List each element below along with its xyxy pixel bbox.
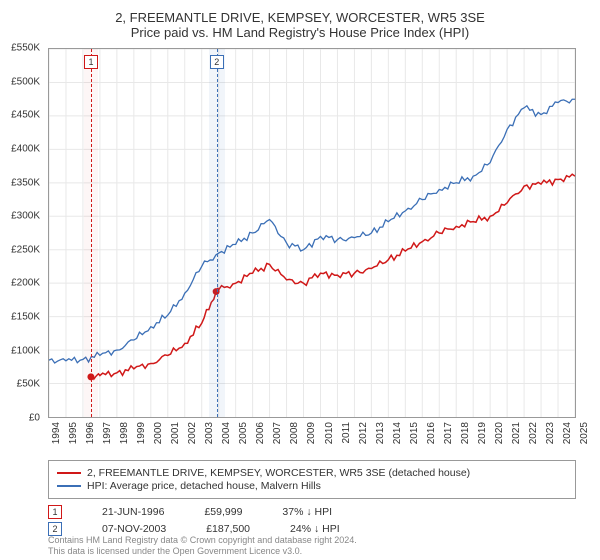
sale-delta-1: 37% ↓ HPI	[282, 506, 332, 518]
x-tick-label: 1994	[51, 422, 62, 444]
y-tick-label: £500K	[11, 76, 40, 87]
x-tick-label: 2009	[306, 422, 317, 444]
footer: Contains HM Land Registry data © Crown c…	[48, 535, 357, 557]
footer-line-1: Contains HM Land Registry data © Crown c…	[48, 535, 357, 546]
sale-date-2: 07-NOV-2003	[102, 523, 166, 535]
y-tick-label: £550K	[11, 43, 40, 54]
sale-vline	[217, 49, 218, 417]
legend-swatch-1	[57, 472, 81, 474]
sale-delta-2: 24% ↓ HPI	[290, 523, 340, 535]
price-chart: 2, FREEMANTLE DRIVE, KEMPSEY, WORCESTER,…	[0, 0, 600, 560]
x-tick-label: 2019	[477, 422, 488, 444]
sale-price-2: £187,500	[206, 523, 250, 535]
chart-title-1: 2, FREEMANTLE DRIVE, KEMPSEY, WORCESTER,…	[0, 10, 600, 25]
y-tick-label: £450K	[11, 110, 40, 121]
legend-swatch-2	[57, 485, 81, 487]
y-tick-label: £0	[29, 413, 40, 424]
x-tick-label: 1996	[85, 422, 96, 444]
x-tick-label: 2022	[528, 422, 539, 444]
sale-marker-2: 2	[48, 522, 62, 536]
x-tick-label: 2016	[426, 422, 437, 444]
y-tick-label: £200K	[11, 278, 40, 289]
sale-row-1: 1 21-JUN-1996 £59,999 37% ↓ HPI	[48, 505, 576, 519]
series-line	[91, 174, 575, 379]
x-tick-label: 2013	[375, 422, 386, 444]
y-tick-label: £400K	[11, 143, 40, 154]
legend-item-1: 2, FREEMANTLE DRIVE, KEMPSEY, WORCESTER,…	[57, 467, 567, 479]
plot-svg	[49, 49, 575, 417]
sale-price-1: £59,999	[204, 506, 242, 518]
y-tick-label: £50K	[17, 379, 40, 390]
x-tick-label: 2010	[324, 422, 335, 444]
chart-title-block: 2, FREEMANTLE DRIVE, KEMPSEY, WORCESTER,…	[0, 0, 600, 40]
sale-marker-1: 1	[48, 505, 62, 519]
legend-label-1: 2, FREEMANTLE DRIVE, KEMPSEY, WORCESTER,…	[87, 467, 470, 479]
x-tick-label: 2008	[289, 422, 300, 444]
x-axis: 1994 1995 1996 1997 1998 1999 2000 2001 2002 2003…	[48, 418, 576, 458]
legend: 2, FREEMANTLE DRIVE, KEMPSEY, WORCESTER,…	[48, 460, 576, 499]
x-tick-label: 2021	[511, 422, 522, 444]
x-tick-label: 2017	[443, 422, 454, 444]
x-tick-label: 2003	[204, 422, 215, 444]
x-tick-label: 2024	[562, 422, 573, 444]
sale-vline	[91, 49, 92, 417]
x-tick-label: 2025	[579, 422, 590, 444]
footer-line-2: This data is licensed under the Open Gov…	[48, 546, 357, 557]
y-tick-label: £250K	[11, 244, 40, 255]
x-tick-label: 1995	[68, 422, 79, 444]
x-tick-label: 2014	[392, 422, 403, 444]
x-tick-label: 1998	[119, 422, 130, 444]
x-tick-label: 2015	[409, 422, 420, 444]
x-tick-label: 1997	[102, 422, 113, 444]
x-tick-label: 2007	[272, 422, 283, 444]
x-tick-label: 2011	[341, 422, 352, 444]
x-tick-label: 2001	[170, 422, 181, 444]
x-tick-label: 2005	[238, 422, 249, 444]
x-tick-label: 2002	[187, 422, 198, 444]
sales-table: 1 21-JUN-1996 £59,999 37% ↓ HPI 2 07-NOV…	[48, 502, 576, 539]
y-tick-label: £350K	[11, 177, 40, 188]
x-tick-label: 2020	[494, 422, 505, 444]
legend-label-2: HPI: Average price, detached house, Malv…	[87, 480, 321, 492]
x-tick-label: 2006	[255, 422, 266, 444]
x-tick-label: 2004	[221, 422, 232, 444]
chart-title-2: Price paid vs. HM Land Registry's House …	[0, 25, 600, 40]
sale-marker-box: 2	[210, 55, 224, 69]
x-tick-label: 1999	[136, 422, 147, 444]
legend-item-2: HPI: Average price, detached house, Malv…	[57, 480, 567, 492]
y-axis: £0£50K£100K£150K£200K£250K£300K£350K£400…	[0, 48, 44, 418]
x-tick-label: 2023	[545, 422, 556, 444]
plot-area: 12	[48, 48, 576, 418]
x-tick-label: 2012	[358, 422, 369, 444]
sale-date-1: 21-JUN-1996	[102, 506, 164, 518]
x-tick-label: 2018	[460, 422, 471, 444]
series-line	[49, 99, 575, 363]
x-tick-label: 2000	[153, 422, 164, 444]
sale-row-2: 2 07-NOV-2003 £187,500 24% ↓ HPI	[48, 522, 576, 536]
y-tick-label: £100K	[11, 345, 40, 356]
sale-marker-box: 1	[84, 55, 98, 69]
y-tick-label: £300K	[11, 211, 40, 222]
y-tick-label: £150K	[11, 312, 40, 323]
